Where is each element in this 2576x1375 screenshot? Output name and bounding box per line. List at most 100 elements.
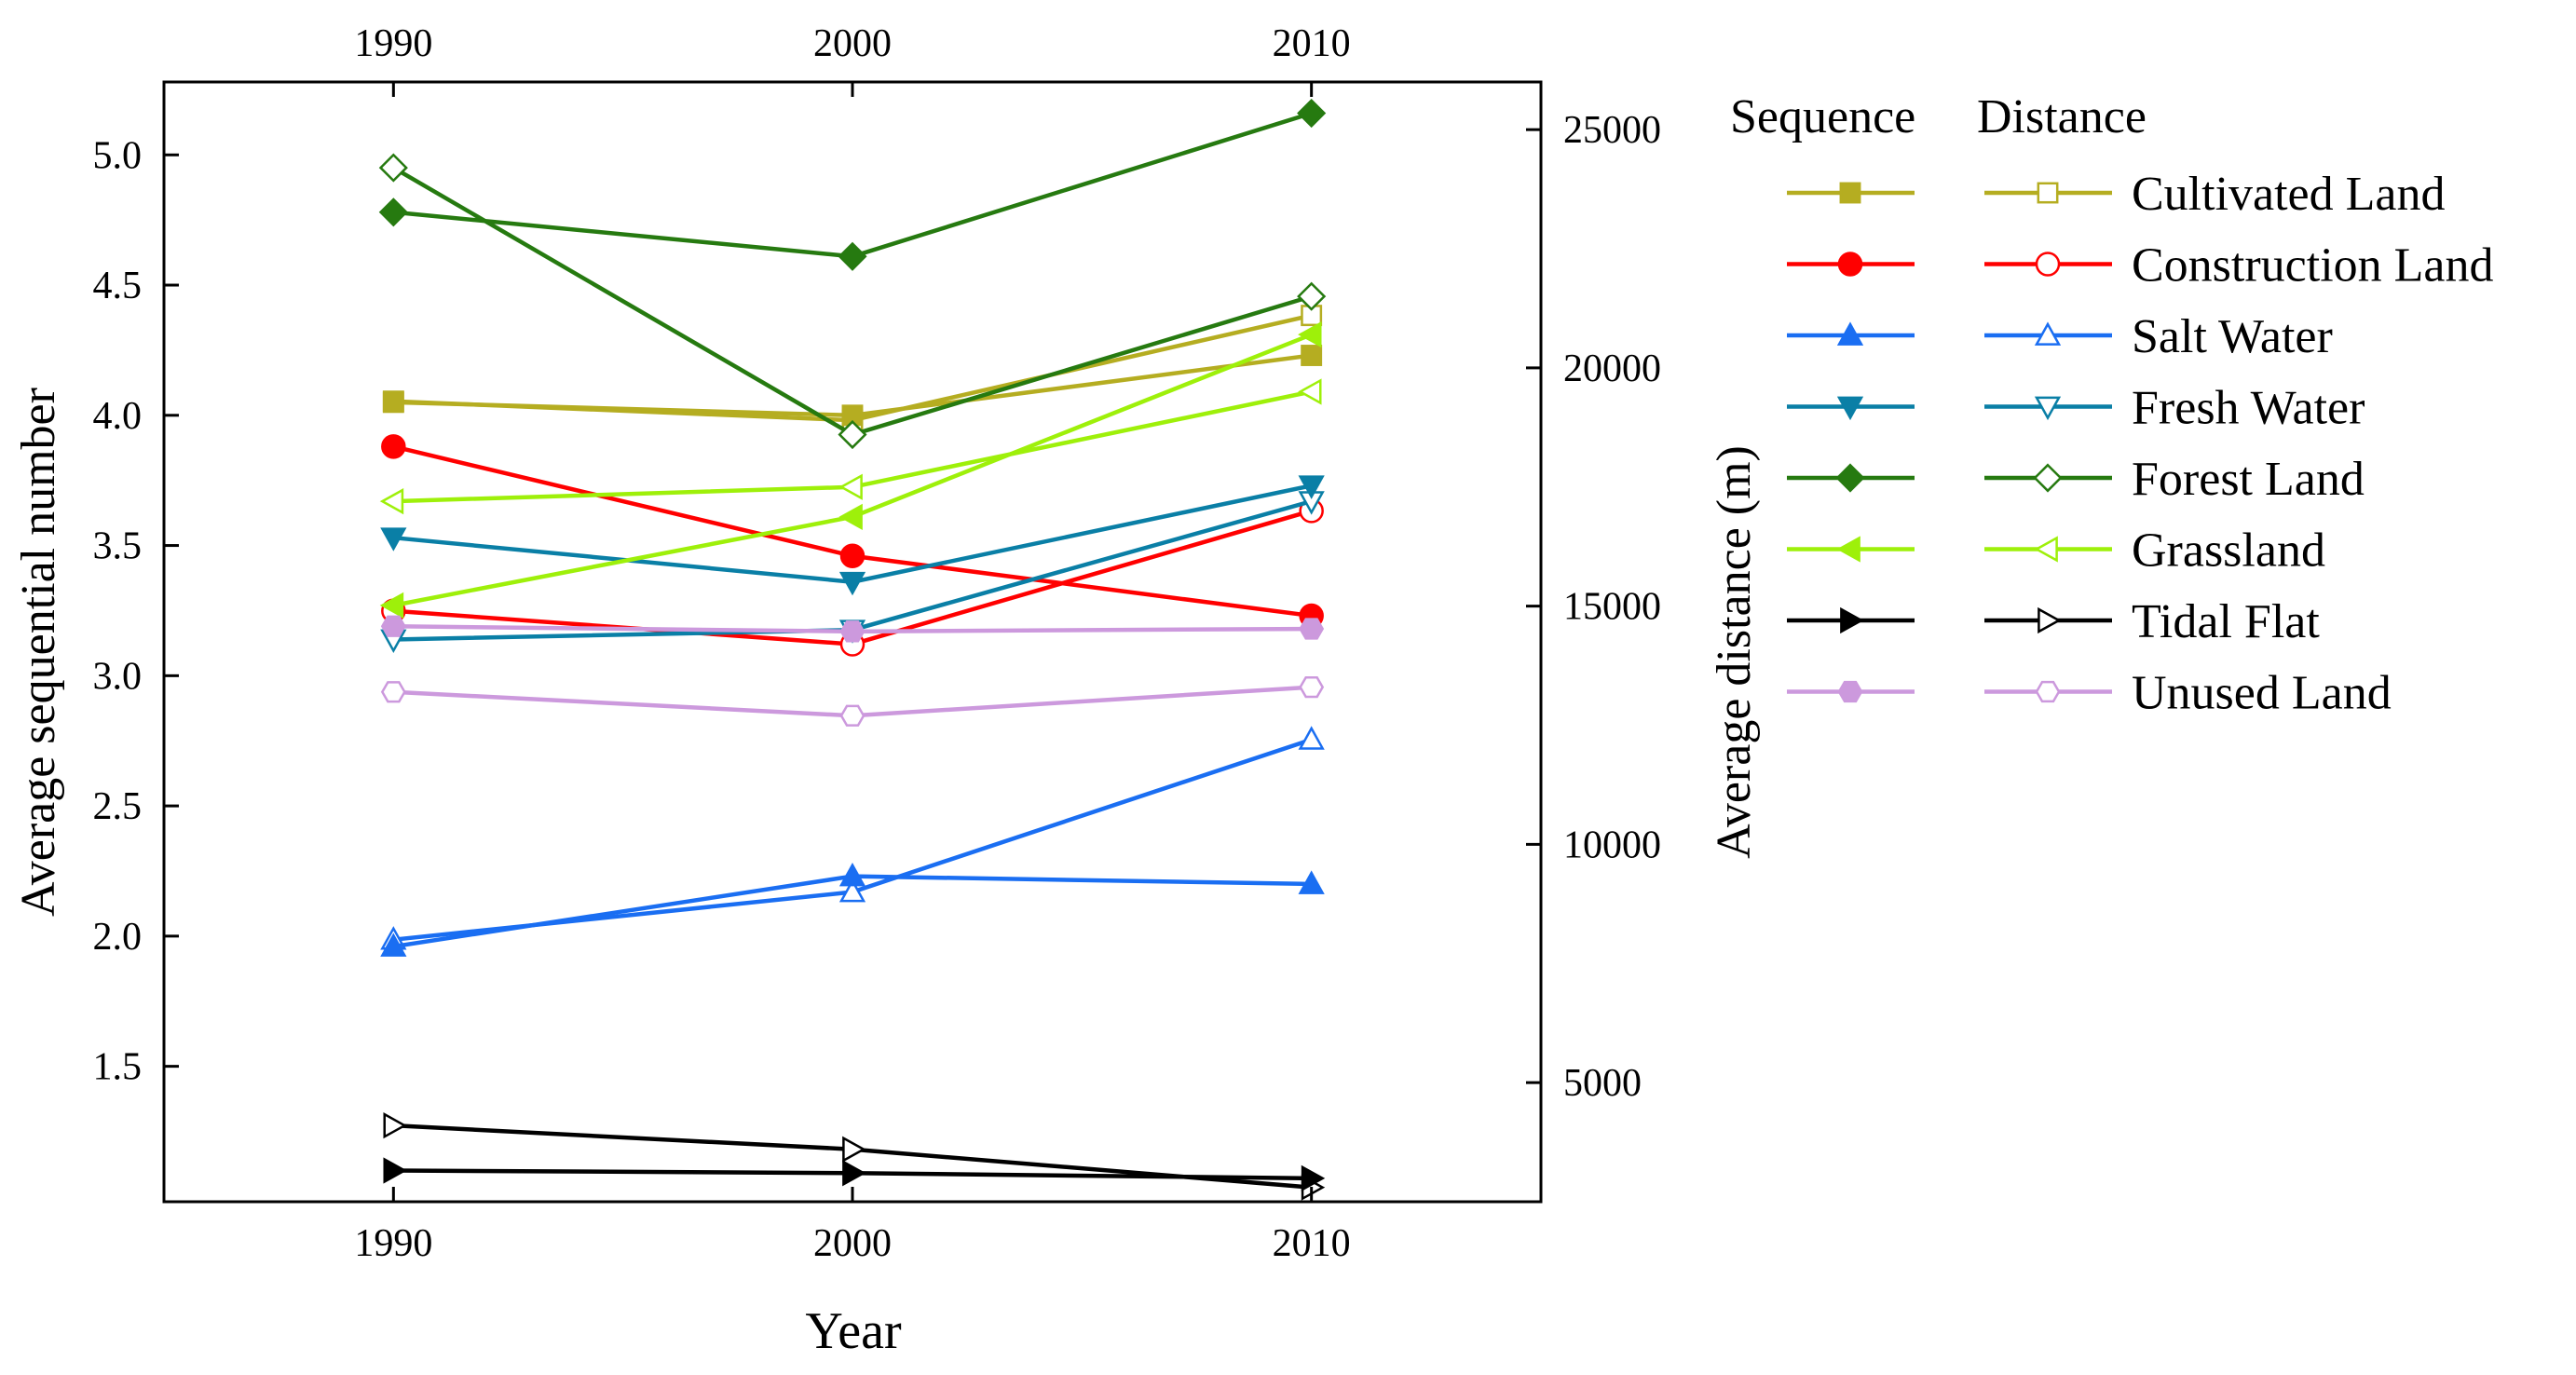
legend-sequence-marker (1840, 606, 1864, 634)
left-y-tick-label: 2.5 (93, 785, 143, 828)
legend-header-distance: Distance (1977, 90, 2147, 143)
legend-sequence-marker (1837, 680, 1863, 703)
legend-item-cultivated-land: Cultivated Land (1787, 168, 2445, 221)
legend-label: Forest Land (2132, 453, 2365, 506)
legend-distance-marker (2034, 396, 2062, 421)
series-layer (378, 98, 1327, 1201)
sequence-point-tidal-flat (1301, 1164, 1326, 1191)
series-salt-water (380, 726, 1325, 957)
sequence-point-unused-land (1299, 618, 1325, 640)
sequence-point-forest-land (1297, 98, 1327, 129)
legend-item-fresh-water: Fresh Water (1787, 382, 2365, 435)
legend-sequence-marker (1836, 396, 1864, 421)
sequence-point-unused-land (380, 615, 406, 637)
sequence-point-forest-land (378, 197, 408, 227)
distance-point-unused-land (380, 681, 406, 703)
distance-line-forest-land (392, 166, 1313, 437)
left-y-tick-label: 2.0 (93, 916, 143, 959)
legend-label: Construction Land (2132, 239, 2494, 293)
series-cultivated-land (382, 305, 1323, 431)
legend-sequence-marker (1837, 252, 1863, 277)
x-tick-label-top: 1990 (354, 22, 432, 65)
legend-sequence-marker (1839, 182, 1861, 204)
sequence-point-tidal-flat (383, 1157, 407, 1184)
legend-label: Tidal Flat (2132, 595, 2320, 648)
sequence-line-forest-land (393, 111, 1313, 259)
distance-point-salt-water (1298, 726, 1325, 750)
left-y-tick-label: 4.0 (93, 395, 143, 438)
sequence-point-grassland (838, 503, 863, 530)
series-forest-land (378, 98, 1327, 450)
series-grassland (379, 321, 1322, 619)
left-y-tick-label: 4.5 (93, 265, 143, 307)
sequence-point-forest-land (838, 241, 867, 271)
x-tick-label-bottom: 2010 (1273, 1222, 1351, 1265)
legend: Sequence Distance Cultivated Land Constru… (1730, 90, 2494, 720)
legend-label: Cultivated Land (2132, 168, 2445, 221)
legend-distance-marker (2034, 321, 2062, 346)
legend-item-grassland: Grassland (1787, 524, 2325, 578)
legend-item-construction-land: Construction Land (1787, 239, 2494, 293)
sequence-point-cultivated-land (382, 391, 404, 414)
distance-point-grassland (838, 473, 863, 500)
sequence-point-grassland (379, 592, 404, 619)
distance-point-forest-land (378, 153, 408, 183)
sequence-point-construction-land (381, 434, 406, 459)
legend-sequence-marker (1835, 463, 1865, 493)
sequence-point-grassland (1298, 321, 1322, 348)
distance-point-forest-land (838, 419, 867, 450)
sequence-point-fresh-water (838, 571, 866, 596)
left-y-tick-label: 5.0 (93, 134, 143, 177)
x-tick-label-bottom: 2000 (813, 1222, 892, 1265)
distance-point-tidal-flat (383, 1112, 407, 1139)
sequence-point-salt-water (838, 863, 866, 887)
sequence-point-unused-land (839, 620, 865, 643)
right-y-tick-label: 5000 (1563, 1062, 1642, 1105)
distance-point-grassland (379, 487, 404, 515)
left-axis-title: Average sequential number (12, 388, 65, 917)
legend-label: Fresh Water (2132, 382, 2365, 435)
legend-sequence-marker (1836, 321, 1864, 346)
legend-label: Grassland (2132, 524, 2325, 578)
right-y-tick-label: 15000 (1563, 586, 1661, 629)
distance-point-salt-water (838, 878, 866, 903)
left-y-tick-label: 3.5 (93, 525, 143, 568)
legend-item-salt-water: Salt Water (1787, 310, 2333, 363)
series-unused-land (380, 615, 1325, 727)
legend-distance-marker (2035, 680, 2061, 703)
sequence-point-salt-water (380, 933, 407, 957)
sequence-point-salt-water (1298, 870, 1325, 894)
x-tick-label-top: 2000 (813, 22, 892, 65)
legend-label: Salt Water (2132, 310, 2333, 363)
legend-item-unused-land: Unused Land (1787, 667, 2392, 720)
distance-line-salt-water (393, 737, 1313, 942)
legend-distance-marker (2034, 536, 2058, 563)
x-tick-label-top: 2010 (1273, 22, 1351, 65)
legend-item-forest-land: Forest Land (1787, 453, 2365, 506)
sequence-point-fresh-water (380, 527, 407, 551)
legend-label: Unused Land (2132, 667, 2392, 720)
left-y-tick-label: 1.5 (93, 1046, 143, 1089)
x-axis-title: Year (805, 1302, 902, 1360)
legend-item-tidal-flat: Tidal Flat (1787, 595, 2320, 648)
distance-point-grassland (1298, 378, 1322, 405)
sequence-point-cultivated-land (1301, 345, 1323, 366)
sequence-point-tidal-flat (842, 1160, 866, 1187)
legend-distance-marker (2037, 182, 2059, 204)
legend-distance-marker (2033, 463, 2063, 493)
legend-header-sequence: Sequence (1730, 90, 1915, 143)
axis-layer: Year Average sequential number Average d… (12, 22, 1761, 1360)
sequence-point-construction-land (839, 543, 865, 569)
distance-point-unused-land (1299, 675, 1325, 699)
distance-point-tidal-flat (842, 1136, 866, 1163)
legend-sequence-marker (1836, 536, 1860, 563)
right-y-tick-label: 20000 (1563, 347, 1661, 390)
distance-point-unused-land (839, 704, 865, 727)
left-y-tick-label: 3.0 (93, 655, 143, 698)
right-axis-title: Average distance (m) (1708, 445, 1761, 859)
sequence-point-fresh-water (1298, 475, 1325, 499)
right-y-tick-label: 10000 (1563, 824, 1661, 866)
x-tick-label-bottom: 1990 (354, 1222, 432, 1265)
distance-point-forest-land (1297, 281, 1327, 311)
